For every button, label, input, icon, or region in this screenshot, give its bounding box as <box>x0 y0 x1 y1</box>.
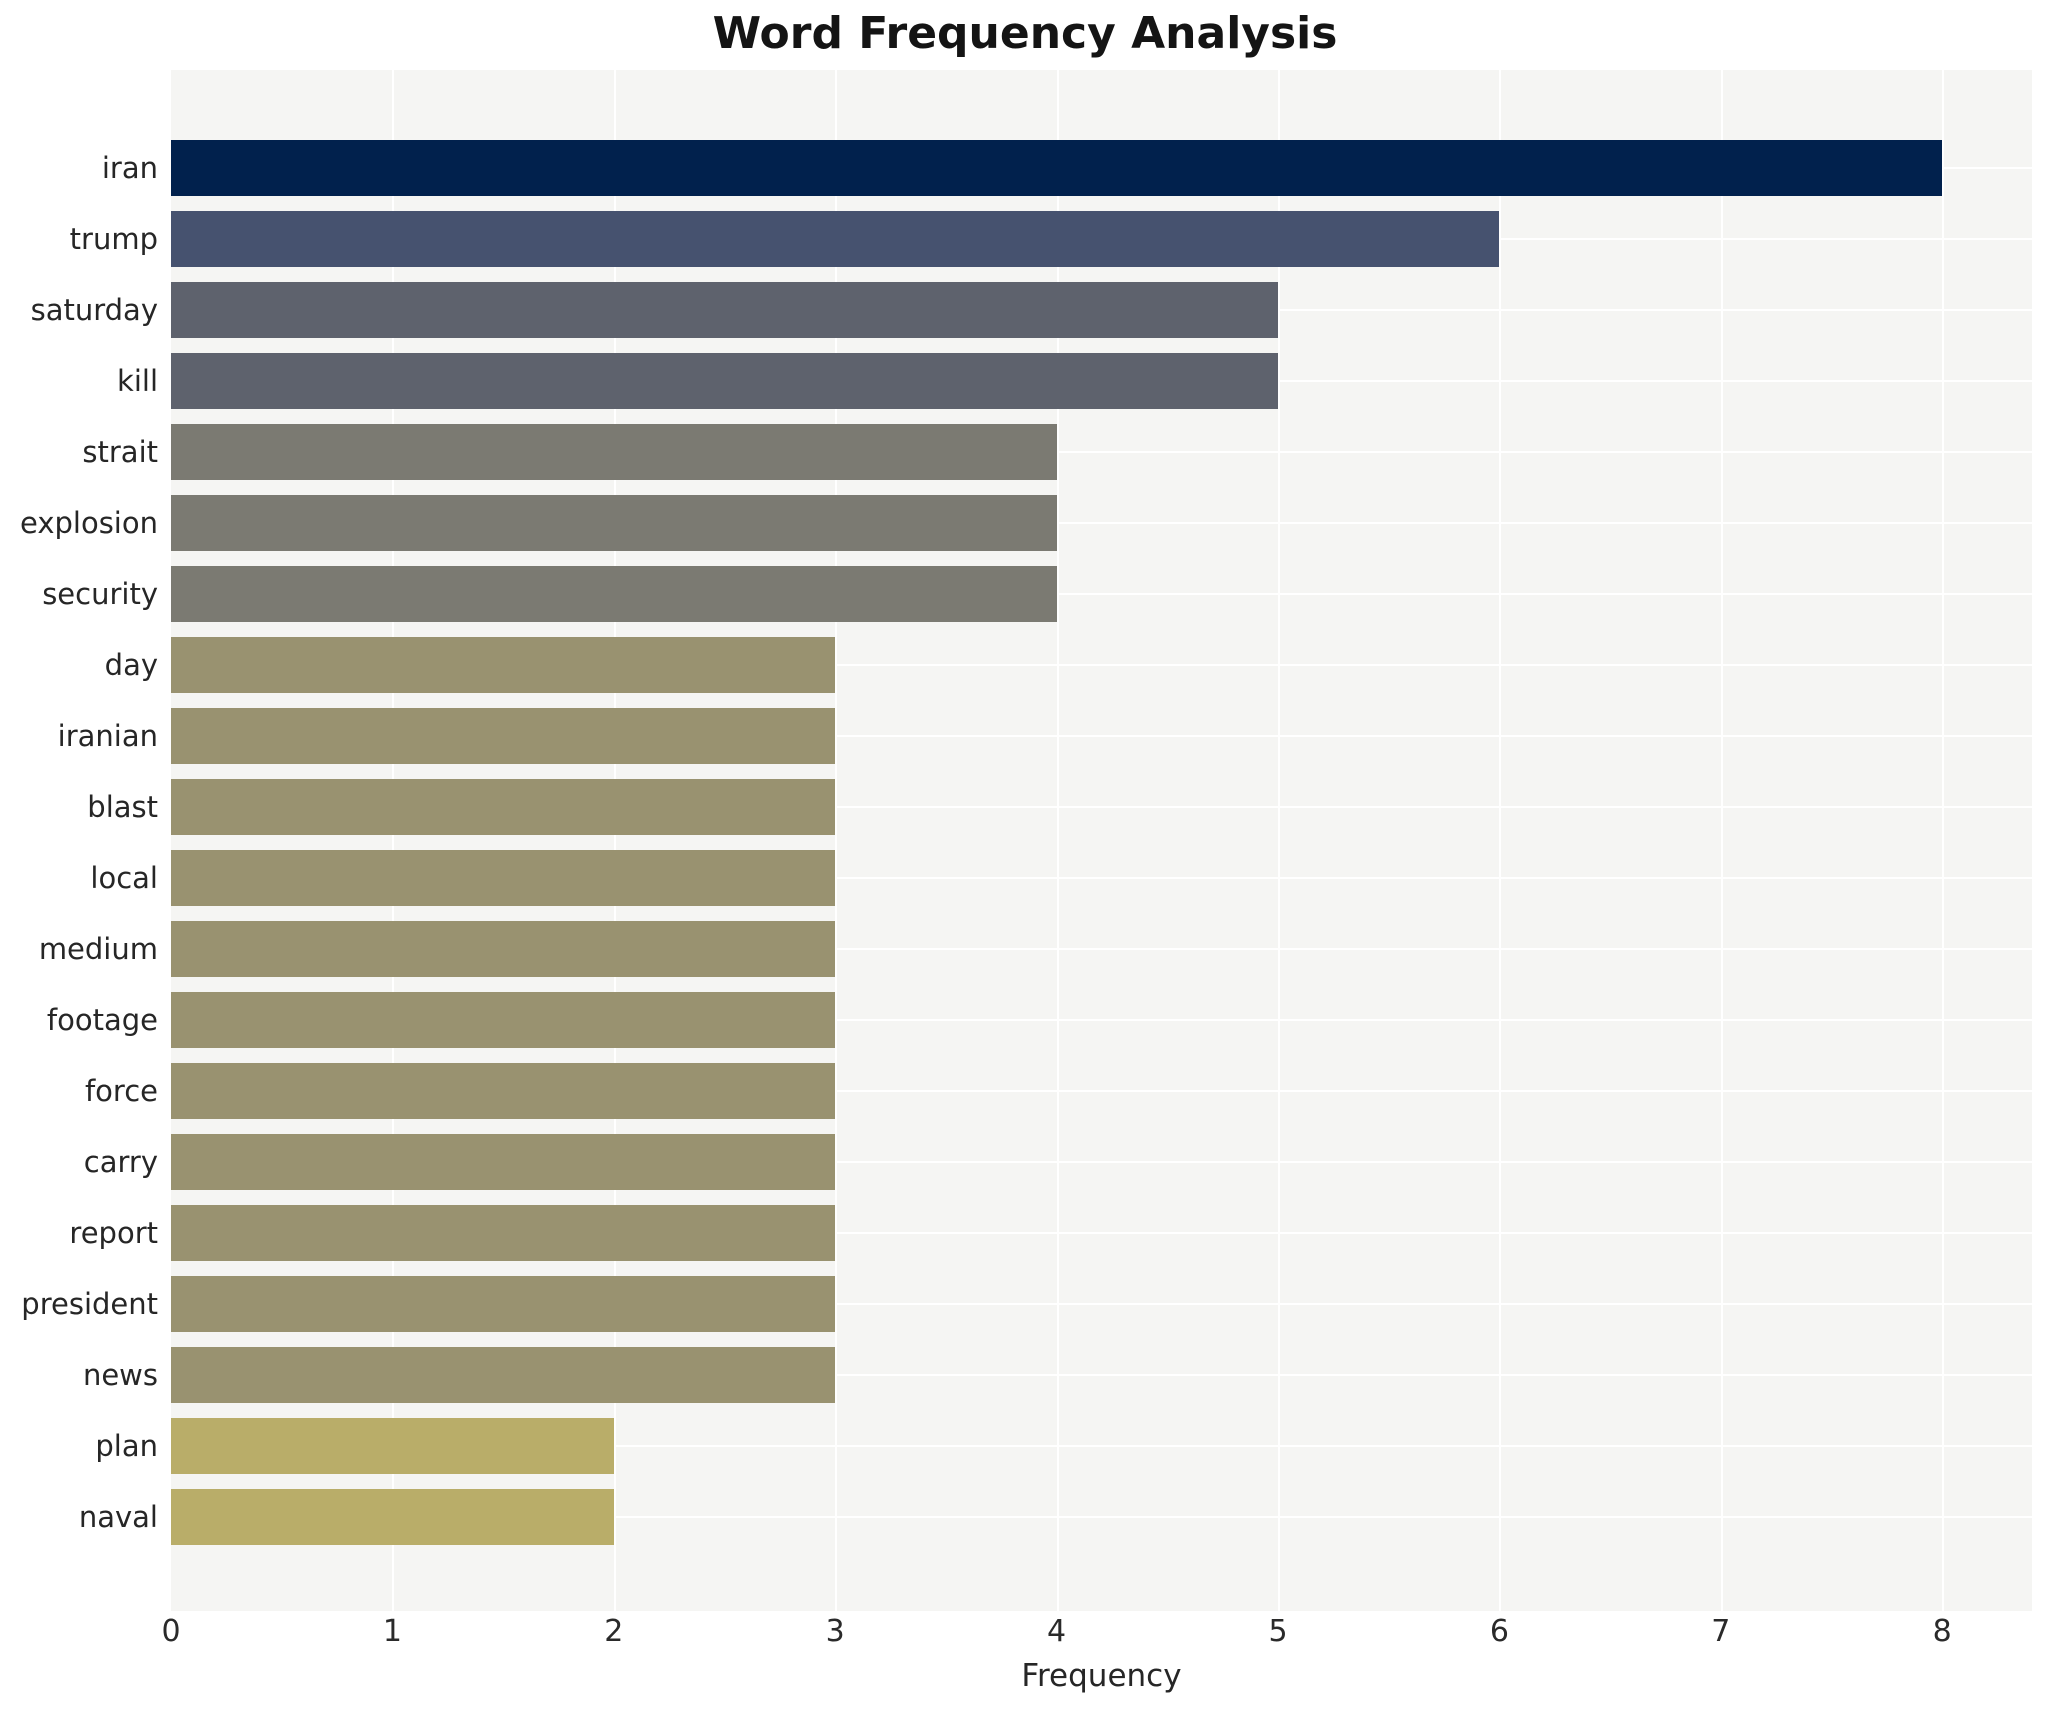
y-label-trump: trump <box>69 222 158 256</box>
gridline-x-4 <box>1057 70 1059 1611</box>
y-label-kill: kill <box>117 364 158 398</box>
gridline-y-strait <box>171 451 2032 453</box>
bar-strait <box>171 424 1057 480</box>
bar-trump <box>171 211 1499 267</box>
bar-president <box>171 1276 835 1332</box>
x-axis-ticks: 0 1 2 3 4 5 6 7 8 <box>0 1614 2050 1650</box>
bar-report <box>171 1205 835 1261</box>
y-label-saturday: saturday <box>30 293 158 327</box>
y-label-day: day <box>104 648 158 682</box>
gridline-x-2 <box>614 70 616 1611</box>
gridline-y-footage <box>171 1019 2032 1021</box>
x-tick-3: 3 <box>825 1614 845 1649</box>
gridline-x-3 <box>835 70 837 1611</box>
bar-news <box>171 1347 835 1403</box>
gridline-x-1 <box>392 70 394 1611</box>
bar-security <box>171 566 1057 622</box>
gridline-y-day <box>171 664 2032 666</box>
gridline-y-explosion <box>171 522 2032 524</box>
chart-title: Word Frequency Analysis <box>712 8 1338 59</box>
y-label-iran: iran <box>101 151 158 185</box>
y-label-local: local <box>90 861 158 895</box>
y-label-plan: plan <box>95 1429 158 1463</box>
gridline-x-7 <box>1721 70 1723 1611</box>
y-label-blast: blast <box>87 790 158 824</box>
gridline-y-report <box>171 1232 2032 1234</box>
bar-plan <box>171 1418 614 1474</box>
gridline-y-medium <box>171 948 2032 950</box>
gridline-y-president <box>171 1303 2032 1305</box>
y-label-strait: strait <box>82 435 158 469</box>
y-label-security: security <box>42 577 158 611</box>
x-tick-7: 7 <box>1711 1614 1731 1649</box>
x-tick-2: 2 <box>604 1614 624 1649</box>
bar-iran <box>171 140 1942 196</box>
x-tick-1: 1 <box>382 1614 402 1649</box>
gridline-y-carry <box>171 1161 2032 1163</box>
bar-force <box>171 1063 835 1119</box>
gridline-y-plan <box>171 1445 2032 1447</box>
y-label-medium: medium <box>38 932 158 966</box>
y-label-carry: carry <box>83 1145 158 1179</box>
bar-explosion <box>171 495 1057 551</box>
gridline-y-iranian <box>171 735 2032 737</box>
x-tick-6: 6 <box>1489 1614 1509 1649</box>
gridline-y-naval <box>171 1516 2032 1518</box>
plot-area <box>171 70 2032 1611</box>
y-label-naval: naval <box>78 1500 158 1534</box>
y-label-explosion: explosion <box>20 506 158 540</box>
y-axis-labels: iran trump saturday kill strait explosion secu… <box>0 0 158 1710</box>
x-tick-8: 8 <box>1932 1614 1952 1649</box>
bar-iranian <box>171 708 835 764</box>
bar-carry <box>171 1134 835 1190</box>
y-label-president: president <box>21 1287 158 1321</box>
gridline-x-8 <box>1942 70 1944 1611</box>
bar-medium <box>171 921 835 977</box>
y-label-report: report <box>69 1216 158 1250</box>
x-axis-title: Frequency <box>1021 1658 1182 1694</box>
y-label-footage: footage <box>46 1003 158 1037</box>
x-tick-0: 0 <box>161 1614 181 1649</box>
gridline-y-news <box>171 1374 2032 1376</box>
bar-naval <box>171 1489 614 1545</box>
bar-saturday <box>171 282 1278 338</box>
bar-kill <box>171 353 1278 409</box>
bar-blast <box>171 779 835 835</box>
bar-day <box>171 637 835 693</box>
x-tick-5: 5 <box>1268 1614 1288 1649</box>
gridline-x-6 <box>1499 70 1501 1611</box>
gridline-x-5 <box>1278 70 1280 1611</box>
y-label-news: news <box>82 1358 158 1392</box>
gridline-y-force <box>171 1090 2032 1092</box>
gridline-y-security <box>171 593 2032 595</box>
y-label-force: force <box>84 1074 158 1108</box>
x-tick-4: 4 <box>1047 1614 1067 1649</box>
gridline-y-blast <box>171 806 2032 808</box>
gridline-y-local <box>171 877 2032 879</box>
y-label-iranian: iranian <box>57 719 158 753</box>
bar-footage <box>171 992 835 1048</box>
bar-local <box>171 850 835 906</box>
